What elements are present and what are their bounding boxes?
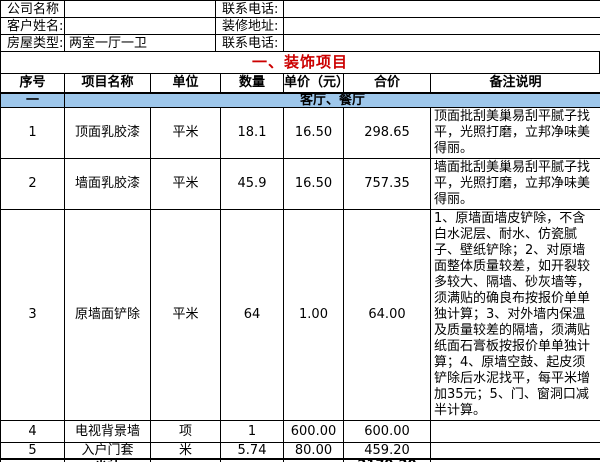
table-row: 4 电视背景墙 项 1 600.00 600.00: [0, 419, 600, 443]
table-row: 2 墙面乳胶漆 平米 45.9 16.50 757.35 墙面批刮美巢易刮平腻子…: [0, 157, 600, 210]
cell-qty: 18.1: [220, 106, 284, 159]
cell-qty: 1: [220, 419, 284, 443]
subtotal-row: 小计 2179.20: [0, 457, 600, 462]
info-row-customer: 客户姓名: 装修地址:: [0, 17, 600, 35]
cell-total: 64.00: [343, 208, 431, 421]
cell-no: 5: [0, 441, 65, 459]
subtotal-value: 2179.20: [343, 457, 431, 462]
header-name: 项目名称: [64, 73, 151, 94]
table-header-row: 序号 项目名称 单位 数量 单价（元） 合价 备注说明: [0, 73, 600, 94]
header-total: 合价: [343, 73, 431, 94]
cell-remark: 顶面批刮美巢易刮平腻子找平，光照打磨，立邦净味美得丽。: [430, 106, 600, 159]
cell-total: 459.20: [343, 441, 431, 459]
address-value: [283, 17, 600, 35]
cell-remark: 1、原墙面墙皮铲除，不含白水泥层、耐水、仿瓷腻子、壁纸铲除；2、对原墙面整体质量…: [430, 208, 600, 421]
subtotal-empty-remark: [430, 457, 600, 462]
company-name-value: [64, 0, 216, 18]
cell-qty: 45.9: [220, 157, 284, 210]
cell-total: 600.00: [343, 419, 431, 443]
contact-phone2-label: 联系电话:: [215, 34, 284, 52]
subtotal-empty-qty: [220, 457, 284, 462]
house-type-value: 两室一厅一卫: [64, 34, 216, 52]
table-row: 5 入户门套 米 5.74 80.00 459.20: [0, 441, 600, 459]
cell-price: 1.00: [283, 208, 344, 421]
company-name-label: 公司名称: [0, 0, 65, 18]
cell-no: 1: [0, 106, 65, 159]
cell-no: 2: [0, 157, 65, 210]
subtotal-empty-no: [0, 457, 65, 462]
cell-price: 600.00: [283, 419, 344, 443]
cell-remark: [430, 441, 600, 459]
header-unit: 单位: [150, 73, 221, 94]
cell-name: 原墙面铲除: [64, 208, 151, 421]
group-name: 客厅、餐厅: [64, 92, 600, 108]
header-qty: 数量: [220, 73, 284, 94]
cell-price: 16.50: [283, 157, 344, 210]
subtotal-empty-unit: [150, 457, 221, 462]
address-label: 装修地址:: [215, 17, 284, 35]
cell-total: 298.65: [343, 106, 431, 159]
cell-name: 墙面乳胶漆: [64, 157, 151, 210]
quotation-table: 序号 项目名称 单位 数量 单价（元） 合价 备注说明 一 客厅、餐厅 1 顶面…: [0, 73, 600, 462]
cell-unit: 平米: [150, 106, 221, 159]
cell-unit: 平米: [150, 208, 221, 421]
cell-unit: 平米: [150, 157, 221, 210]
header-price: 单价（元）: [283, 73, 344, 94]
cell-remark: 墙面批刮美巢易刮平腻子找平，光照打磨，立邦净味美得丽。: [430, 157, 600, 210]
subtotal-label: 小计: [64, 457, 151, 462]
customer-name-value: [64, 17, 216, 35]
contact-phone2-value: [283, 34, 600, 52]
cell-unit: 米: [150, 441, 221, 459]
cell-no: 4: [0, 419, 65, 443]
cell-price: 16.50: [283, 106, 344, 159]
table-row: 1 顶面乳胶漆 平米 18.1 16.50 298.65 顶面批刮美巢易刮平腻子…: [0, 106, 600, 159]
cell-total: 757.35: [343, 157, 431, 210]
info-row-company: 公司名称 联系电话:: [0, 0, 600, 18]
cell-price: 80.00: [283, 441, 344, 459]
subtotal-empty-price: [283, 457, 344, 462]
cell-unit: 项: [150, 419, 221, 443]
header-remark: 备注说明: [430, 73, 600, 94]
cell-no: 3: [0, 208, 65, 421]
header-no: 序号: [0, 73, 65, 94]
contact-phone-label: 联系电话:: [215, 0, 284, 18]
cell-name: 电视背景墙: [64, 419, 151, 443]
group-row-living-dining: 一 客厅、餐厅: [0, 92, 600, 108]
cell-name: 入户门套: [64, 441, 151, 459]
customer-name-label: 客户姓名:: [0, 17, 65, 35]
table-row: 3 原墙面铲除 平米 64 1.00 64.00 1、原墙面墙皮铲除，不含白水泥…: [0, 208, 600, 421]
customer-info-table: 公司名称 联系电话: 客户姓名: 装修地址: 房屋类型: 两室一厅一卫 联系电话…: [0, 0, 600, 52]
cell-qty: 64: [220, 208, 284, 421]
section-title: 一、装饰项目: [0, 52, 600, 73]
cell-remark: [430, 419, 600, 443]
info-row-house-type: 房屋类型: 两室一厅一卫 联系电话:: [0, 34, 600, 52]
cell-qty: 5.74: [220, 441, 284, 459]
cell-name: 顶面乳胶漆: [64, 106, 151, 159]
group-index: 一: [0, 92, 65, 108]
house-type-label: 房屋类型:: [0, 34, 65, 52]
contact-phone-value: [283, 0, 600, 18]
